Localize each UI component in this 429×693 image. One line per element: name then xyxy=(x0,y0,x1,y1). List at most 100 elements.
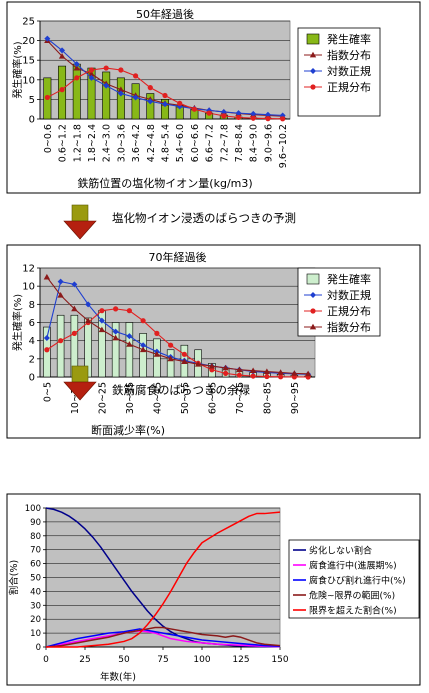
y-tick-label: 10 xyxy=(22,282,35,293)
chart-title: 70年経過後 xyxy=(149,250,207,264)
x-tick-label: 9.6~10.2 xyxy=(278,124,289,168)
y-tick-label: 25 xyxy=(22,17,35,28)
bar xyxy=(73,64,80,119)
x-tick-label: 125 xyxy=(232,655,249,665)
x-tick-label: 150 xyxy=(271,655,288,665)
y-axis-label: 割合(%) xyxy=(8,560,20,595)
x-tick-label: 50 xyxy=(118,655,130,665)
y-tick-label: 8 xyxy=(29,300,35,311)
legend-label: 劣化しない割合 xyxy=(309,545,372,557)
data-point xyxy=(223,371,228,376)
y-tick-label: 0 xyxy=(36,643,41,653)
x-tick-label: 7.8~8.4 xyxy=(234,124,245,162)
y-tick-label: 2 xyxy=(29,354,35,365)
x-tick-label: 7.2~7.8 xyxy=(219,124,230,162)
legend-label: 腐食ひび割れ進行中(%) xyxy=(309,575,406,587)
data-point xyxy=(264,374,269,379)
legend-label: 正規分布 xyxy=(327,304,371,318)
bar xyxy=(57,315,64,377)
legend-label: 対数正規 xyxy=(327,64,371,78)
bar xyxy=(58,66,65,119)
data-point xyxy=(44,347,49,352)
data-point xyxy=(99,308,104,313)
arrow-1 xyxy=(64,205,96,239)
data-point xyxy=(251,116,256,121)
legend-label: 指数分布 xyxy=(327,48,371,62)
y-tick-label: 20 xyxy=(22,36,35,47)
data-point xyxy=(177,101,182,106)
data-point xyxy=(154,331,159,336)
data-point xyxy=(148,85,153,90)
x-tick-label: 6.6~7.2 xyxy=(205,124,216,162)
step2-caption: 鉄筋腐食のばらつきの余禄 xyxy=(112,383,250,397)
y-tick-label: 70 xyxy=(30,546,41,556)
x-tick-label: 8.4~9.0 xyxy=(249,124,260,162)
y-tick-label: 5 xyxy=(29,95,35,106)
arrow-shaft xyxy=(72,205,88,221)
x-tick-label: 1.2~1.8 xyxy=(72,124,83,162)
y-axis-label: 発生確率(%) xyxy=(11,41,24,98)
bar xyxy=(103,72,110,119)
y-tick-label: 0 xyxy=(29,373,35,384)
data-point xyxy=(141,318,146,323)
y-tick-label: 20 xyxy=(30,615,41,625)
x-tick-label: 4.2~4.8 xyxy=(146,124,157,162)
data-point xyxy=(236,115,241,120)
x-tick-label: 1.8~2.4 xyxy=(87,124,98,162)
arrow-head xyxy=(64,221,96,239)
data-point xyxy=(127,308,132,313)
y-tick-label: 80 xyxy=(30,532,41,542)
x-tick-label: 75 xyxy=(157,655,168,665)
x-axis-label: 年数(年) xyxy=(100,671,136,683)
data-point xyxy=(89,67,94,72)
legend-label: 正規分布 xyxy=(327,80,371,94)
arrow-shaft xyxy=(72,366,88,382)
y-tick-label: 100 xyxy=(25,504,41,514)
legend-marker xyxy=(310,308,315,313)
bar xyxy=(153,339,160,377)
x-tick-label: 4.8~5.4 xyxy=(161,124,172,162)
y-tick-label: 90 xyxy=(30,518,41,528)
y-tick-label: 12 xyxy=(22,264,35,275)
y-tick-label: 60 xyxy=(30,560,41,570)
step1-caption: 塩化物イオン浸透のばらつきの予測 xyxy=(112,211,296,225)
data-point xyxy=(280,116,285,121)
y-tick-label: 0 xyxy=(29,115,35,126)
y-tick-label: 30 xyxy=(30,601,41,611)
y-tick-label: 10 xyxy=(22,75,35,86)
legend-label: 危険~限界の範囲(%) xyxy=(309,590,395,602)
x-tick-label: 5.4~6.0 xyxy=(175,124,186,162)
x-tick-label: 20~25 xyxy=(97,382,108,414)
data-point xyxy=(45,95,50,100)
x-tick-label: 0 xyxy=(43,655,49,665)
data-point xyxy=(72,331,77,336)
data-point xyxy=(207,111,212,116)
y-tick-label: 4 xyxy=(29,336,35,347)
data-point xyxy=(237,373,242,378)
data-point xyxy=(133,73,138,78)
x-tick-label: 100 xyxy=(193,655,210,665)
y-tick-label: 15 xyxy=(22,56,35,67)
data-point xyxy=(168,343,173,348)
data-point xyxy=(251,373,256,378)
legend: 劣化しない割合腐食進行中(進展期%)腐食ひび割れ進行中(%)危険~限界の範囲(%… xyxy=(289,540,419,618)
x-tick-label: 3.6~4.2 xyxy=(131,124,142,162)
legend-label: 限界を超えた割合(%) xyxy=(309,605,397,617)
data-point xyxy=(278,374,283,379)
data-point xyxy=(162,93,167,98)
x-tick-label: 25 xyxy=(79,655,90,665)
bar xyxy=(126,323,133,378)
bar xyxy=(167,350,174,377)
data-point xyxy=(182,352,187,357)
chart-title: 50年経過後 xyxy=(136,7,194,21)
legend-label: 対数正規 xyxy=(327,288,371,302)
data-point xyxy=(58,338,63,343)
x-tick-label: 9.0~9.6 xyxy=(263,124,274,162)
y-axis-label: 発生確率(%) xyxy=(11,294,24,351)
data-point xyxy=(59,87,64,92)
bar xyxy=(140,333,147,377)
data-point xyxy=(113,306,118,311)
